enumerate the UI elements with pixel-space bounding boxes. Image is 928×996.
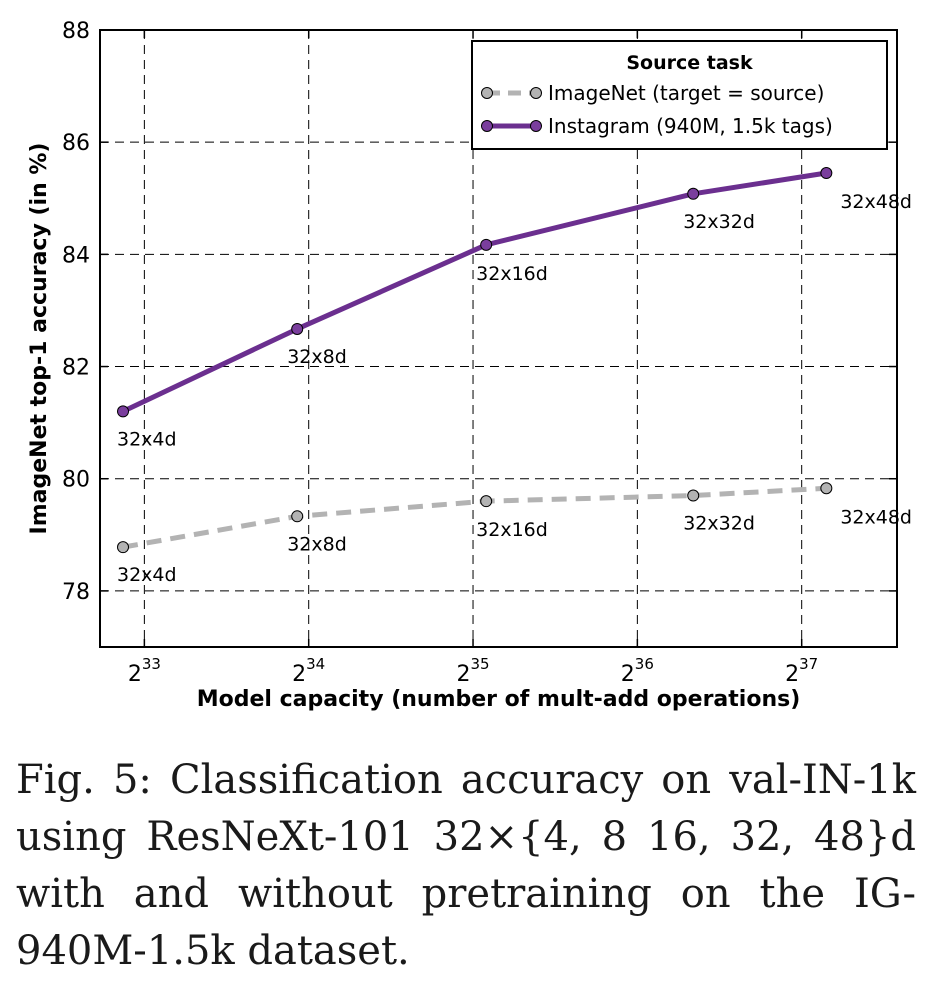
legend-entry-instagram: Instagram (940M, 1.5k tags) [548, 114, 833, 138]
x-axis-title: Model capacity (number of mult-add opera… [197, 687, 801, 712]
data-point [687, 489, 700, 502]
point-label: 32x4d [117, 428, 177, 450]
y-axis-title: ImageNet top-1 accuracy (in %) [27, 143, 52, 535]
accuracy-line-chart: 32x4d 32x8d 32x16d 32x32d 32x48d 32x4d 32x8d 32… [27, 19, 912, 712]
y-tick-label: 82 [62, 356, 90, 381]
y-tick-label: 88 [62, 19, 90, 44]
x-tick-base: 2 [128, 662, 142, 687]
legend-marker [530, 87, 542, 99]
legend-entry-imagenet: ImageNet (target = source) [548, 81, 824, 105]
y-tick-label: 80 [62, 468, 90, 493]
x-tick-label: 235 [456, 655, 489, 687]
x-tick-base: 2 [621, 662, 635, 687]
data-point [291, 510, 304, 523]
legend-marker [481, 120, 493, 132]
x-tick-label: 234 [292, 655, 325, 687]
legend: Source task ImageNet (target = source) I… [471, 40, 888, 150]
y-tick-label: 84 [62, 243, 90, 268]
legend-marker [481, 87, 493, 99]
caption-line: with and without pretraining on the IG- [16, 871, 916, 917]
caption-line: 940M-1.5k dataset. [16, 928, 410, 974]
series-layer [117, 167, 833, 554]
point-labels: 32x4d 32x8d 32x16d 32x32d 32x48d 32x4d 32x8d 32… [117, 191, 912, 586]
point-label: 32x8d [287, 533, 347, 555]
point-label: 32x16d [476, 263, 548, 285]
data-point [117, 541, 130, 554]
x-tick-exponent: 34 [306, 655, 325, 673]
caption-line: Fig. 5: Classification accuracy on val-I… [16, 757, 916, 803]
x-tick-exponent: 35 [470, 655, 489, 673]
x-tick-exponent: 36 [635, 655, 654, 673]
x-tick-base: 2 [456, 662, 470, 687]
x-tick-label: 236 [621, 655, 654, 687]
point-label: 32x32d [683, 513, 755, 535]
point-label: 32x48d [840, 191, 912, 213]
x-tick-exponent: 33 [142, 655, 161, 673]
point-label: 32x4d [117, 564, 177, 586]
y-tick-label: 78 [62, 580, 90, 605]
data-point [820, 167, 833, 180]
figure-caption: Fig. 5: Classification accuracy on val-I… [16, 752, 916, 980]
data-point [687, 187, 700, 200]
x-tick-label: 233 [128, 655, 161, 687]
legend-marker [530, 120, 542, 132]
x-tick-base: 2 [785, 662, 799, 687]
data-point [480, 238, 493, 251]
legend-title: Source task [626, 52, 753, 74]
plot-frame [99, 29, 898, 648]
caption-line: using ResNeXt-101 32×{4, 8 16, 32, 48}d [16, 814, 916, 860]
x-tick-exponent: 37 [799, 655, 818, 673]
point-label: 32x48d [840, 506, 912, 528]
x-tick-label: 237 [785, 655, 818, 687]
data-point [117, 405, 130, 418]
data-point [291, 322, 304, 335]
x-tick-base: 2 [292, 662, 306, 687]
point-label: 32x32d [683, 211, 755, 233]
y-tick-label: 86 [62, 131, 90, 156]
point-label: 32x8d [287, 346, 347, 368]
data-point [480, 495, 493, 508]
instagram-series-line [121, 170, 827, 414]
data-point [820, 482, 833, 495]
point-label: 32x16d [476, 519, 548, 541]
